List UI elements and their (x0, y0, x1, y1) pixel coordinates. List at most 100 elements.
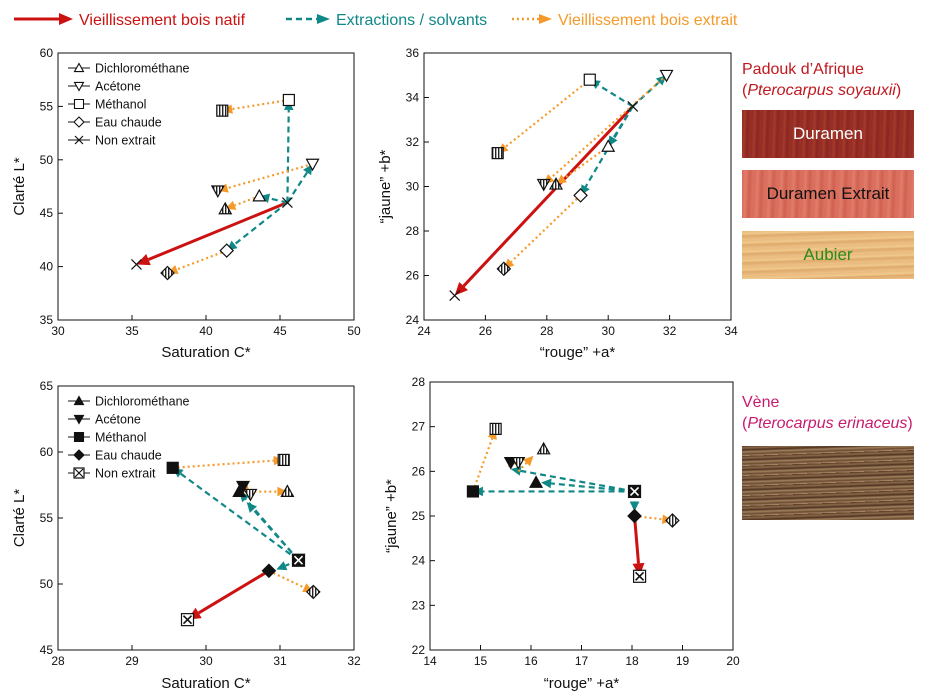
arrow-solvants-shaft (286, 171, 309, 204)
point-dichlorom-thane-aged (218, 201, 233, 215)
series-legend-label: Eau chaude (95, 449, 162, 463)
y-tick-label: 28 (406, 224, 420, 238)
y-tick-label: 36 (406, 46, 420, 60)
point-eau-chaude-aged (496, 261, 512, 277)
y-tick-label: 30 (406, 180, 420, 194)
point-eau-chaude-aged (305, 584, 321, 600)
point-m-thanol-extracted (583, 73, 596, 86)
series-legend-label: Dichlorométhane (95, 62, 190, 76)
vene-paren-open: ( (742, 415, 748, 432)
y-axis-label: Clarté L* (11, 157, 28, 216)
arrow-extrait-shaft (563, 145, 609, 180)
arrow-natif (632, 515, 645, 577)
arrow-extrait-shaft (550, 74, 668, 179)
x-tick-label: 26 (479, 324, 493, 338)
series-legend-marker (73, 395, 85, 406)
arrow-extrait (172, 455, 284, 469)
point-ac-tone-aged (511, 457, 526, 470)
point-non-extrait-initial (627, 484, 642, 499)
series-legend-label: Acétone (95, 413, 141, 427)
x-tick-label: 50 (347, 324, 361, 338)
arrow-extrait-shaft (231, 98, 290, 111)
y-tick-label: 22 (412, 643, 426, 657)
series-legend-entry: Non extrait (68, 134, 156, 148)
arrow-extrait (517, 455, 534, 473)
arrow-extrait (497, 78, 591, 154)
padouk-name: Padouk d’Afrique (742, 61, 864, 78)
arrow-natif-shaft (147, 201, 288, 261)
arrow-solvants (541, 478, 635, 493)
arrow-solvants-shaft (268, 197, 288, 204)
x-tick-label: 16 (524, 654, 538, 668)
swatch-aubier: Aubier (742, 231, 914, 279)
y-tick-label: 28 (412, 375, 426, 389)
arrow-extrait-shaft (234, 195, 260, 207)
x-tick-label: 19 (676, 654, 690, 668)
arrow-extrait-head (277, 486, 288, 497)
swatch-aubier-label: Aubier (803, 245, 853, 264)
arrow-extrait-head (556, 174, 567, 185)
y-tick-label: 26 (406, 269, 420, 283)
y-tick-label: 45 (40, 206, 54, 220)
point-ac-tone-aged (536, 178, 551, 192)
arrow-extrait-shaft (504, 78, 591, 148)
series-legend-entry: Acétone (68, 80, 141, 94)
series-legend-marker (73, 62, 85, 73)
arrow-solvants-shaft (252, 508, 300, 561)
vene-title: Vène (Pterocarpus erinaceus) (742, 392, 913, 434)
arrow-extrait (471, 428, 497, 492)
swatch-vene-wood (742, 446, 914, 520)
legend-natif-label: Vieillissement bois natif (79, 12, 246, 29)
x-tick-label: 28 (51, 654, 65, 668)
arrow-extrait-shaft (176, 249, 228, 271)
x-tick-label: 40 (199, 324, 213, 338)
point-dichlorom-thane-extracted (529, 475, 544, 488)
y-tick-label: 60 (40, 46, 54, 60)
y-tick-label: 45 (40, 643, 54, 657)
point-m-thanol-aged (216, 104, 229, 117)
series-legend-entry: Méthanol (68, 431, 146, 445)
series-legend-label: Méthanol (95, 98, 146, 112)
arrow-natif-head (136, 253, 151, 266)
series-legend-label: Non extrait (95, 134, 156, 148)
arrow-natif-head (632, 562, 645, 577)
series-legend-entry: Eau chaude (68, 116, 162, 130)
legend-solvants-arrowhead (317, 14, 330, 24)
point-ac-tone-extracted (235, 480, 251, 494)
arrow-natif-shaft (197, 569, 270, 615)
point-m-thanol-aged (491, 147, 504, 160)
y-tick-label: 24 (406, 313, 420, 327)
arrow-solvants-shaft (584, 105, 634, 188)
series-legend-entry: Méthanol (68, 98, 146, 112)
y-tick-label: 65 (40, 379, 54, 393)
point-eau-chaude-extracted (573, 188, 588, 203)
series-legend-entry: Non extrait (68, 467, 156, 481)
vene-name: Vène (742, 394, 780, 411)
series-legend-cross (74, 468, 84, 478)
point-ac-tone-extracted (659, 69, 674, 83)
series-legend-label: Acétone (95, 80, 141, 94)
arrow-extrait-shaft (268, 569, 305, 589)
point-non-extrait-aged (180, 613, 195, 627)
x-tick-label: 28 (540, 324, 554, 338)
series-legend-marker (73, 449, 85, 461)
series-legend-marker (73, 98, 85, 110)
padouk-paren-open: ( (742, 82, 748, 99)
chart-vene_LC: 28 29 30 31 32 45 50 55 60 65 Saturation C* Clarté … (11, 379, 361, 692)
point-non-extrait-initial-cross (629, 486, 640, 496)
x-tick-label: 15 (474, 654, 488, 668)
swatch-duramen-label: Duramen (793, 124, 863, 143)
y-tick-label: 50 (40, 153, 54, 167)
x-tick-label: 20 (726, 654, 740, 668)
arrow-solvants-head (246, 502, 257, 513)
point-dichlorom-thane-extracted (252, 188, 267, 202)
y-tick-label: 32 (406, 135, 420, 149)
padouk-paren-close: ) (895, 82, 902, 99)
arrow-extrait (268, 569, 314, 592)
arrow-solvants-shaft (597, 84, 634, 108)
series-legend-marker (73, 431, 85, 443)
x-tick-label: 34 (724, 324, 738, 338)
chart-padouk_ab: 24 26 28 30 32 34 24 26 28 30 32 34 36 “rouge” +a* “ja… (377, 46, 738, 361)
